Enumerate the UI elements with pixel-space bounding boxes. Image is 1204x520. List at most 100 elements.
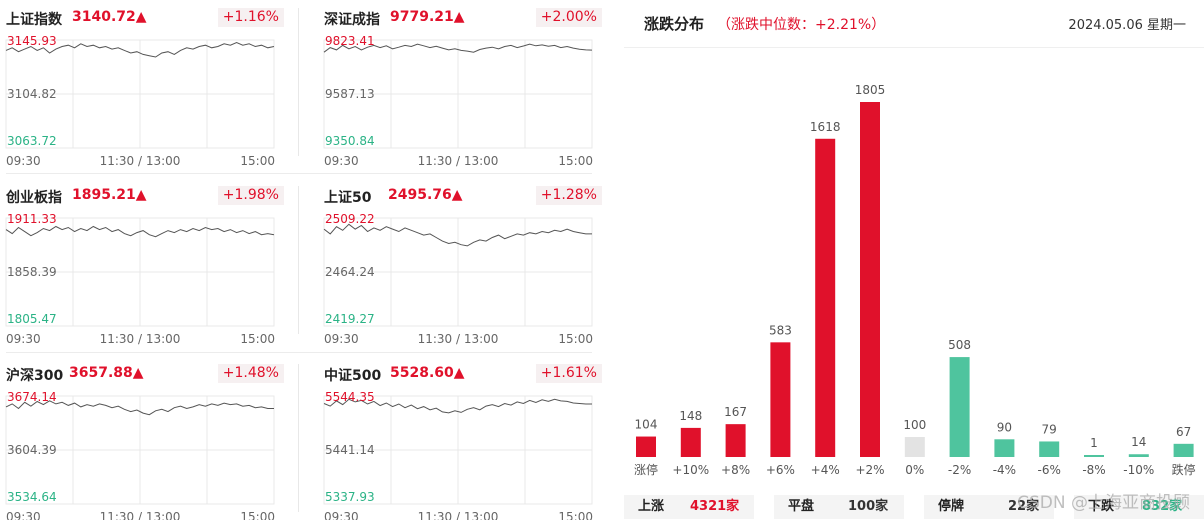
intraday-chart: 9823.41 9587.13 9350.84 09:30 11:30 / 13:00 1… — [323, 34, 593, 168]
stat-suspended: 停牌 22家 — [924, 495, 1054, 519]
index-name: 中证500 — [324, 368, 382, 384]
x-tick-label: 09:30 — [324, 332, 359, 346]
x-tick-label: 15:00 — [240, 154, 275, 168]
x-category-label: +8% — [721, 463, 750, 477]
x-tick-label: 09:30 — [6, 510, 41, 520]
index-name: 创业板指 — [6, 190, 62, 206]
y-tick-label: 3145.93 — [7, 34, 57, 48]
price-line — [5, 41, 275, 58]
price-line — [5, 400, 274, 416]
stat-flat: 平盘 100家 — [774, 495, 904, 519]
index-value: 2495.76▲ — [388, 187, 463, 203]
column-divider — [298, 364, 299, 512]
stat-value: 22家 — [1008, 499, 1040, 514]
bar-value-label: 67 — [1176, 425, 1191, 439]
distribution-bar-chart: 104涨停148+10%167+8%583+6%1618+4%1805+2%10… — [634, 83, 1196, 477]
index-value: 3140.72▲ — [72, 9, 147, 25]
bar — [815, 138, 836, 458]
x-category-label: -8% — [1082, 463, 1105, 477]
x-category-label: +4% — [811, 463, 840, 477]
y-tick-label: 2464.24 — [325, 265, 375, 279]
price-line — [323, 43, 593, 53]
index-change-badge: +1.16% — [217, 8, 284, 27]
index-value: 9779.21▲ — [390, 9, 465, 25]
y-tick-label: 9350.84 — [325, 134, 375, 148]
x-category-label: -6% — [1038, 463, 1061, 477]
x-category-label: 涨停 — [634, 462, 658, 477]
index-name: 沪深300 — [6, 368, 64, 384]
x-category-label: -4% — [993, 463, 1016, 477]
y-tick-label: 5337.93 — [325, 490, 375, 504]
x-tick-label: 15:00 — [240, 510, 275, 520]
x-tick-label: 15:00 — [240, 332, 275, 346]
x-tick-label: 15:00 — [558, 332, 593, 346]
index-name: 上证指数 — [6, 12, 62, 28]
bar — [770, 342, 791, 457]
stat-label: 下跌 — [1088, 499, 1115, 514]
bar-value-label: 508 — [948, 338, 971, 352]
bar-value-label: 104 — [635, 418, 658, 432]
index-card-chinext[interactable]: 创业板指 1895.21▲ +1.98% 1911.33 1858.39 1805.… — [0, 178, 286, 348]
trade-date: 2024.05.06 星期一 — [1068, 18, 1186, 33]
intraday-chart: 3145.93 3104.82 3063.72 09:30 11:30 / 13:00 1… — [5, 34, 275, 168]
price-line — [323, 223, 592, 247]
y-tick-label: 3534.64 — [7, 490, 57, 504]
median-change: （涨跌中位数：+2.21%） — [717, 17, 886, 33]
x-tick-label: 09:30 — [324, 154, 359, 168]
bar-value-label: 14 — [1131, 435, 1146, 449]
y-tick-label: 9587.13 — [325, 87, 375, 101]
x-tick-label: 11:30 / 13:00 — [418, 510, 499, 520]
bar — [860, 102, 880, 457]
index-change-badge: +2.00% — [535, 8, 602, 27]
index-card-sse50[interactable]: 上证50 2495.76▲ +1.28% 2509.22 2464.24 2419.… — [318, 178, 604, 348]
x-category-label: -10% — [1123, 463, 1154, 477]
index-card-shanghai[interactable]: 上证指数 3140.72▲ +1.16% 3145.93 3104.82 3063.… — [0, 0, 286, 170]
bar — [1128, 454, 1149, 457]
distribution-panel: 涨跌分布 （涨跌中位数：+2.21%） 2024.05.06 星期一 104 涨停… — [624, 0, 1204, 520]
distribution-title: 涨跌分布 — [644, 15, 705, 33]
y-tick-label: 9823.41 — [325, 34, 375, 48]
x-tick-label: 09:30 — [6, 332, 41, 346]
bar — [1173, 443, 1194, 457]
stat-label: 停牌 — [938, 499, 965, 514]
y-tick-label: 5441.14 — [325, 443, 375, 457]
index-name: 上证50 — [324, 190, 372, 206]
index-panel: 上证指数 3140.72▲ +1.16% 3145.93 3104.82 3063.… — [0, 0, 602, 520]
index-change-badge: +1.28% — [535, 186, 602, 205]
bar-value-label: 1805 — [855, 83, 886, 97]
y-tick-label: 1858.39 — [7, 265, 57, 279]
bar-value-label: 148 — [679, 409, 702, 423]
index-card-csi500[interactable]: 中证500 5528.60▲ +1.61% 5544.35 5441.14 5337… — [318, 356, 604, 520]
bar-value-label: 167 — [724, 405, 747, 419]
bar — [949, 357, 970, 457]
y-tick-label: 2419.27 — [325, 312, 375, 326]
bar — [994, 439, 1015, 457]
index-card-csi300[interactable]: 沪深300 3657.88▲ +1.48% 3674.14 3604.39 3534… — [0, 356, 286, 520]
stat-value: 100家 — [848, 499, 889, 514]
bar — [904, 437, 925, 457]
x-category-label: 0% — [905, 463, 924, 477]
y-tick-label: 2509.22 — [325, 212, 375, 226]
index-value: 1895.21▲ — [72, 187, 147, 203]
stat-down: 下跌 832家 — [1074, 495, 1204, 519]
index-card-shenzhen[interactable]: 深证成指 9779.21▲ +2.00% 9823.41 9587.13 9350.… — [318, 0, 604, 170]
x-category-label: +6% — [766, 463, 795, 477]
bar — [636, 436, 656, 457]
y-tick-label: 5544.35 — [325, 390, 375, 404]
x-category-label: -2% — [948, 463, 971, 477]
y-tick-label: 3604.39 — [7, 443, 57, 457]
bar-value-label: 1618 — [810, 120, 841, 134]
price-line — [323, 398, 592, 414]
y-tick-label: 3063.72 — [7, 134, 57, 148]
index-change-badge: +1.61% — [535, 364, 602, 383]
index-value: 5528.60▲ — [390, 365, 465, 381]
x-category-label: +10% — [672, 463, 709, 477]
bar-value-label: 100 — [903, 418, 926, 432]
bar-value-label: 1 — [1090, 436, 1098, 450]
stat-value: 832家 — [1142, 499, 1183, 514]
stat-label: 上涨 — [638, 499, 665, 514]
x-tick-label: 11:30 / 13:00 — [100, 510, 181, 520]
bar — [680, 427, 701, 457]
index-change-badge: +1.98% — [217, 186, 284, 205]
watermark: CSDN @上海亚商投顾 — [1017, 493, 1190, 513]
